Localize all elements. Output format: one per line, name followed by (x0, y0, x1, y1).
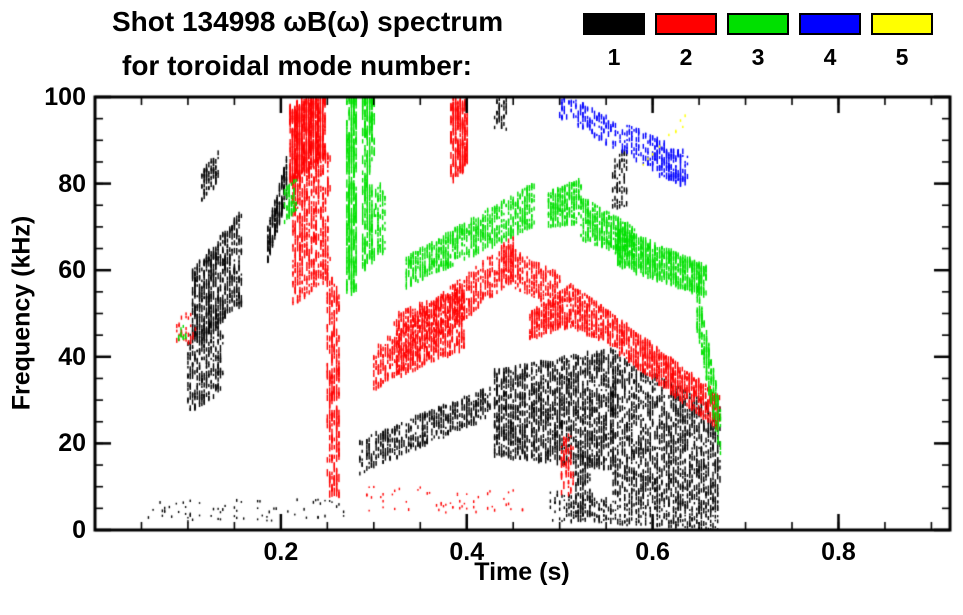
legend-swatch-mode-1 (583, 13, 645, 35)
legend-item-mode-4: 4 (799, 13, 861, 69)
legend-swatch-mode-4 (799, 13, 861, 35)
legend-label-mode-5: 5 (895, 44, 909, 70)
y-tick-label: 40 (58, 342, 86, 371)
x-tick-label: 0.6 (635, 538, 670, 566)
y-tick-label: 20 (58, 429, 86, 458)
legend-swatch-mode-2 (655, 13, 717, 35)
y-tick-label: 100 (44, 83, 86, 111)
chart-subtitle: for toroidal mode number: (122, 50, 472, 81)
legend-item-mode-1: 1 (583, 13, 645, 69)
legend-item-mode-5: 5 (871, 13, 933, 69)
y-axis-label: Frequency (kHz) (7, 215, 36, 411)
legend-label-mode-3: 3 (751, 44, 765, 70)
y-tick-label: 0 (72, 516, 86, 544)
legend-swatch-mode-5 (871, 13, 933, 35)
x-axis-label: Time (s) (474, 558, 570, 586)
chart-title: Shot 134998 ωB(ω) spectrum (112, 6, 504, 37)
legend-item-mode-2: 2 (655, 13, 717, 69)
y-tick-label: 60 (58, 256, 86, 285)
legend-item-mode-3: 3 (727, 13, 789, 69)
legend-label-mode-4: 4 (823, 44, 837, 70)
x-tick-label: 0.2 (263, 538, 299, 566)
legend-label-mode-1: 1 (607, 44, 621, 70)
legend-swatch-mode-3 (727, 13, 789, 35)
legend-label-mode-2: 2 (679, 44, 693, 70)
y-tick-label: 80 (58, 169, 86, 198)
mode-number-legend: 1 2 3 4 5 (583, 13, 933, 69)
x-tick-label: 0.8 (821, 538, 856, 566)
x-tick-label: 0.4 (449, 538, 485, 566)
